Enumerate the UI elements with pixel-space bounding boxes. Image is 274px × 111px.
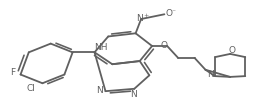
Text: N: N [130,90,137,99]
Text: N: N [96,86,103,95]
Text: N: N [208,70,214,79]
Text: N: N [136,14,143,23]
Text: O: O [165,9,172,18]
Text: +: + [143,13,149,18]
Text: NH: NH [94,43,107,52]
Text: ⁻: ⁻ [172,7,175,16]
Text: O: O [228,46,235,55]
Text: F: F [10,68,15,77]
Text: O: O [160,41,167,50]
Text: Cl: Cl [27,84,35,93]
